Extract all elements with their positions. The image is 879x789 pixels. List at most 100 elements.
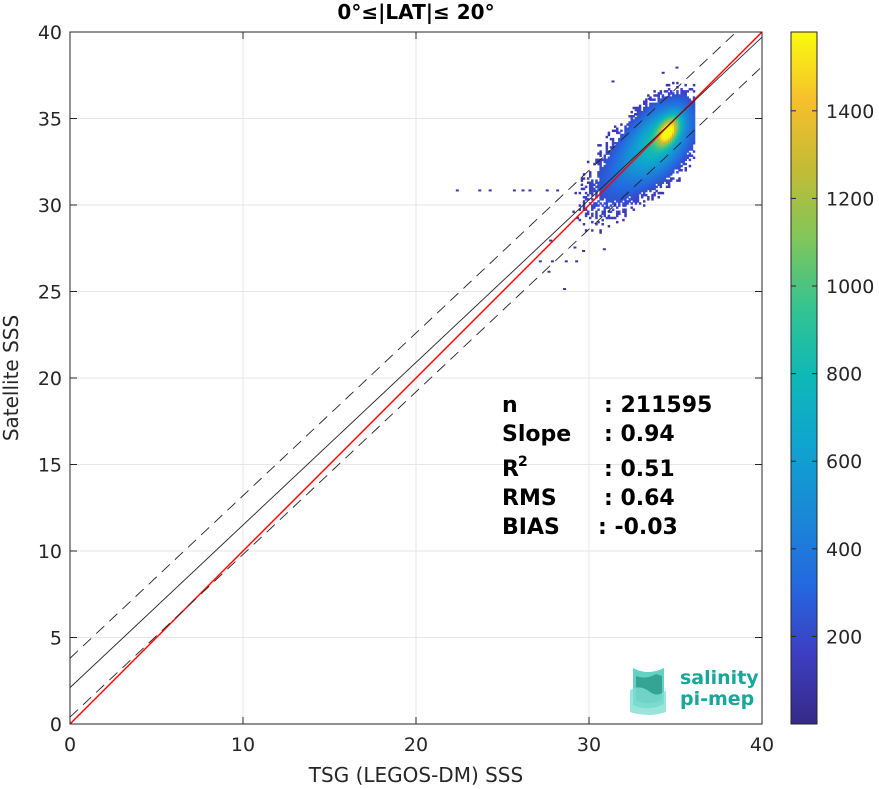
density-cell bbox=[653, 129, 656, 133]
density-cell bbox=[692, 102, 696, 106]
density-cell bbox=[661, 112, 665, 116]
density-cell bbox=[674, 146, 677, 149]
density-cell bbox=[667, 92, 671, 95]
density-cell bbox=[626, 148, 629, 151]
density-cell bbox=[626, 171, 629, 174]
density-cell bbox=[688, 104, 692, 108]
density-cell bbox=[686, 131, 690, 135]
density-cell bbox=[591, 208, 594, 211]
density-cell bbox=[651, 117, 654, 120]
density-cell bbox=[638, 185, 642, 189]
density-cell bbox=[690, 139, 694, 143]
density-cell bbox=[624, 160, 627, 164]
density-cell bbox=[601, 210, 604, 214]
density-cell bbox=[628, 146, 631, 149]
density-cell bbox=[649, 150, 652, 153]
density-cell bbox=[642, 191, 646, 195]
density-cell bbox=[667, 171, 671, 174]
outlier-cell bbox=[538, 260, 542, 263]
density-cell bbox=[665, 144, 669, 147]
density-cell bbox=[661, 191, 665, 195]
density-cell bbox=[638, 146, 642, 149]
density-cell bbox=[645, 121, 648, 124]
density-cell bbox=[684, 144, 687, 147]
outlier-cell bbox=[582, 249, 586, 252]
density-cell bbox=[632, 177, 636, 180]
density-cell bbox=[622, 158, 625, 162]
density-cell bbox=[597, 173, 600, 176]
density-cell bbox=[622, 210, 625, 214]
density-cell bbox=[605, 169, 609, 172]
density-cell bbox=[651, 173, 654, 176]
density-cell bbox=[595, 160, 598, 164]
density-cell bbox=[659, 158, 663, 162]
density-cell bbox=[680, 148, 683, 151]
density-cell bbox=[647, 148, 650, 151]
density-cell bbox=[647, 135, 650, 139]
colorbar-tick-label: 1400 bbox=[826, 101, 874, 123]
density-cell bbox=[628, 150, 631, 153]
density-cell bbox=[659, 119, 663, 122]
density-cell bbox=[632, 169, 636, 172]
density-cell bbox=[599, 171, 602, 174]
density-cell bbox=[665, 135, 669, 139]
density-cell bbox=[634, 200, 638, 203]
density-cell bbox=[684, 139, 687, 143]
density-cell bbox=[636, 133, 640, 137]
density-cell bbox=[674, 96, 677, 99]
density-cell bbox=[667, 137, 671, 141]
density-cell bbox=[640, 146, 644, 149]
density-cell bbox=[599, 164, 602, 168]
density-cell bbox=[611, 144, 615, 147]
density-cell bbox=[640, 137, 644, 141]
density-cell bbox=[620, 123, 623, 126]
density-cell bbox=[615, 185, 619, 189]
density-cell bbox=[615, 154, 619, 157]
density-cell bbox=[636, 148, 640, 151]
density-cell bbox=[669, 98, 673, 101]
density-cell bbox=[672, 104, 675, 108]
density-cell bbox=[680, 158, 683, 162]
density-cell bbox=[663, 173, 667, 176]
density-cell bbox=[628, 181, 631, 184]
density-cell bbox=[595, 202, 598, 205]
density-cell bbox=[655, 139, 658, 143]
density-cell bbox=[615, 150, 619, 153]
density-cell bbox=[609, 169, 613, 172]
density-cell bbox=[653, 94, 656, 97]
density-cell bbox=[665, 110, 669, 114]
density-cell bbox=[620, 177, 623, 180]
density-cell bbox=[678, 104, 681, 108]
density-cell bbox=[607, 214, 611, 218]
density-cell bbox=[620, 160, 623, 164]
density-cell bbox=[632, 125, 636, 128]
density-cell bbox=[653, 106, 656, 110]
density-cell bbox=[624, 173, 627, 176]
density-cell bbox=[649, 139, 652, 143]
density-cell bbox=[672, 117, 675, 120]
density-cell bbox=[628, 131, 631, 135]
density-cell bbox=[663, 177, 667, 180]
density-cell bbox=[622, 166, 625, 170]
density-cell bbox=[661, 164, 665, 168]
density-cell bbox=[634, 135, 638, 139]
density-cell bbox=[636, 137, 640, 141]
density-cell bbox=[669, 108, 673, 112]
density-cell bbox=[640, 175, 644, 178]
density-cell bbox=[676, 154, 679, 157]
density-cell bbox=[628, 121, 631, 124]
density-cell bbox=[676, 96, 679, 99]
density-cell bbox=[665, 152, 669, 155]
density-cell bbox=[580, 179, 584, 182]
density-cell bbox=[630, 166, 633, 170]
density-cell bbox=[628, 148, 631, 151]
density-cell bbox=[645, 160, 648, 164]
density-cell bbox=[678, 162, 681, 166]
density-cell bbox=[605, 162, 609, 166]
density-cell bbox=[624, 169, 627, 172]
density-cell bbox=[620, 129, 623, 133]
density-cell bbox=[642, 173, 646, 176]
density-cell bbox=[678, 139, 681, 143]
x-tick-label: 10 bbox=[231, 734, 255, 756]
